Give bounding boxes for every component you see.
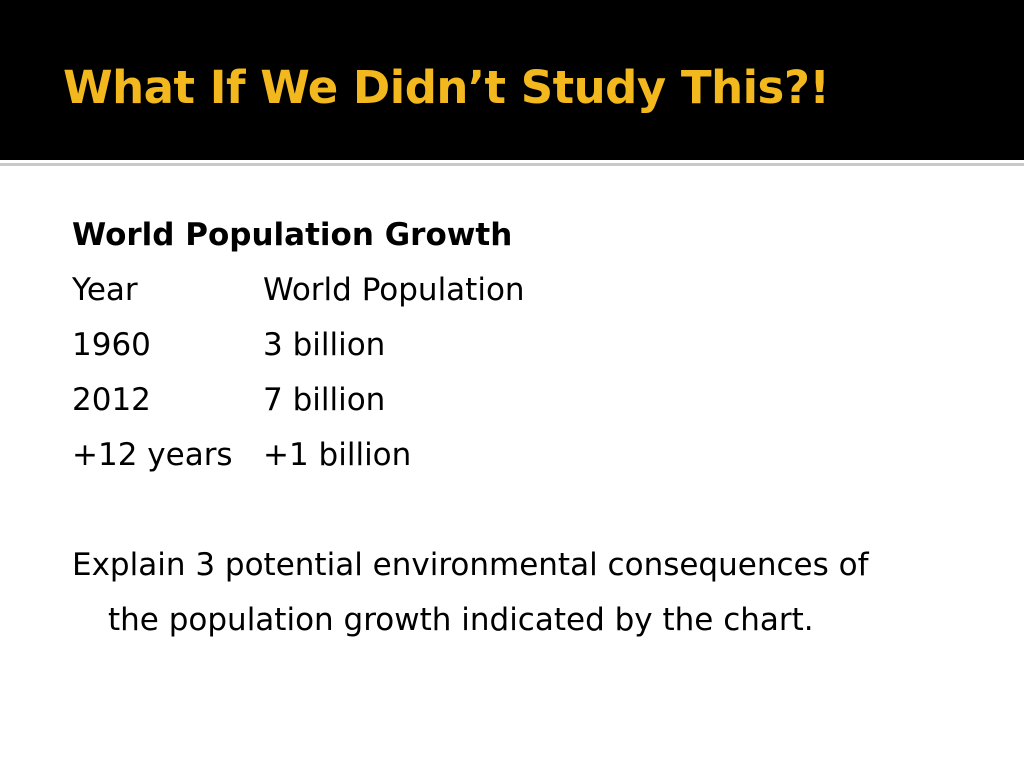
question-prompt: Explain 3 potential environmental conseq… xyxy=(72,547,869,638)
table-cell-population: 3 billion xyxy=(263,327,386,363)
column-header-population: World Population xyxy=(263,272,525,308)
table-row: 2012 7 billion xyxy=(72,373,972,428)
title-bar: What If We Didn’t Study This?! xyxy=(0,0,1024,160)
table-cell-year: 1960 xyxy=(72,327,151,363)
table-header-row: Year World Population xyxy=(72,263,972,318)
table-cell-year: +12 years xyxy=(72,437,233,473)
table-row: +12 years +1 billion xyxy=(72,428,972,483)
table-cell-population: +1 billion xyxy=(263,437,412,473)
table-cell-year: 2012 xyxy=(72,382,151,418)
table-cell-population: 7 billion xyxy=(263,382,386,418)
table-row: 1960 3 billion xyxy=(72,318,972,373)
slide-body: World Population Growth Year World Popul… xyxy=(72,208,972,648)
slide-title: What If We Didn’t Study This?! xyxy=(63,61,830,114)
section-heading: World Population Growth xyxy=(72,217,513,253)
column-header-year: Year xyxy=(72,272,138,308)
title-divider xyxy=(0,163,1024,166)
paragraph-spacer xyxy=(72,483,972,538)
